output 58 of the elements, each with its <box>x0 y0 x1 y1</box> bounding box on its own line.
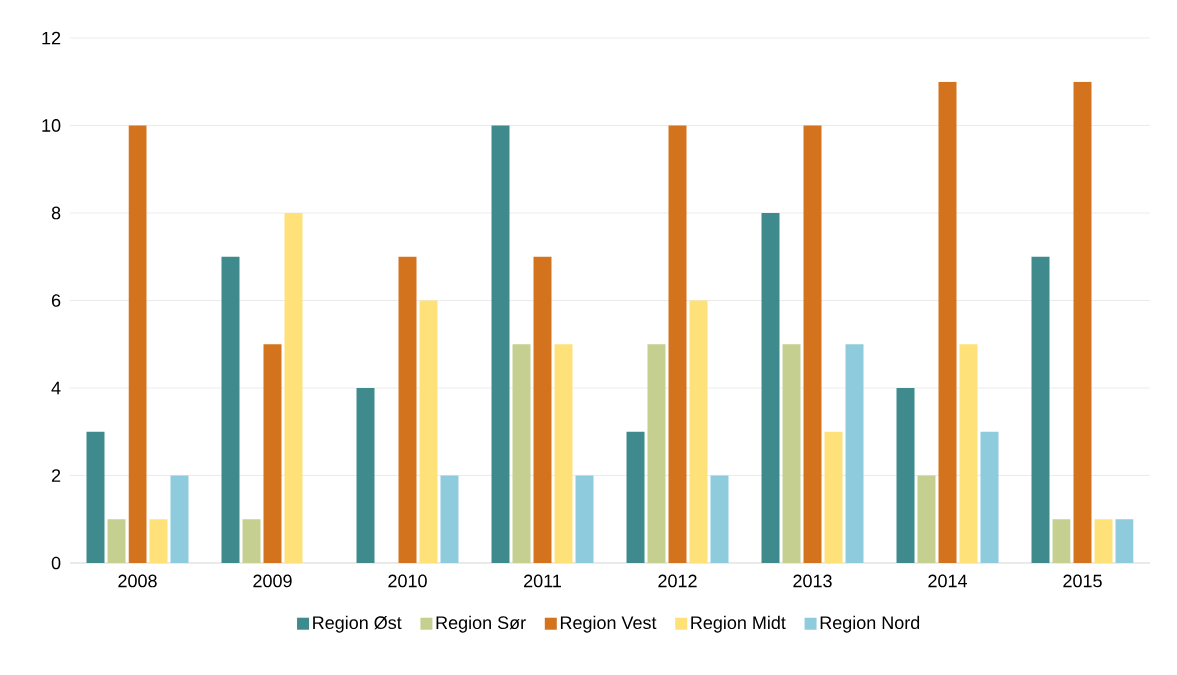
bar <box>491 125 510 563</box>
legend-label: Region Øst <box>313 615 402 633</box>
y-tick-label: 8 <box>51 206 61 220</box>
bar <box>626 431 645 563</box>
x-tick-label: 2009 <box>253 574 292 588</box>
bar <box>782 344 801 563</box>
legend-label: Region Vest <box>560 615 657 633</box>
bar <box>1115 519 1134 563</box>
legend-label: Region Sør <box>436 615 526 633</box>
bar <box>554 344 573 563</box>
bar <box>917 475 936 563</box>
bar <box>419 300 438 563</box>
bar <box>647 344 666 563</box>
y-tick-label: 10 <box>42 119 61 132</box>
x-tick-label: 2015 <box>1063 574 1102 588</box>
bar <box>356 388 375 563</box>
bar <box>803 125 822 563</box>
bar <box>128 125 147 563</box>
bar <box>1031 256 1050 563</box>
y-tick-label: 6 <box>51 294 61 307</box>
y-tick-label: 2 <box>51 469 61 482</box>
y-tick-label: 0 <box>51 556 61 570</box>
bar <box>221 256 240 563</box>
bar <box>959 344 978 563</box>
bar <box>845 344 864 563</box>
legend-label: Region Nord <box>820 615 920 633</box>
bar <box>689 300 708 563</box>
x-tick-label: 2010 <box>388 574 427 588</box>
bar <box>86 431 105 563</box>
bar <box>575 475 594 563</box>
bar <box>668 125 687 563</box>
bar <box>980 431 999 563</box>
x-tick-label: 2011 <box>524 574 561 588</box>
bar <box>170 475 189 563</box>
bar <box>107 519 126 563</box>
bar <box>938 81 957 563</box>
x-tick-label: 2014 <box>928 574 968 588</box>
bar <box>284 212 303 563</box>
x-tick-label: 2013 <box>793 574 832 588</box>
bar <box>710 475 729 563</box>
x-tick-label: 2008 <box>118 574 157 588</box>
bar <box>896 388 915 563</box>
bar <box>533 256 552 563</box>
bar <box>1073 81 1092 563</box>
legend-label: Region Midt <box>691 615 786 633</box>
x-tick-label: 2012 <box>658 574 697 588</box>
bar <box>512 344 531 563</box>
bar <box>761 212 780 563</box>
bar <box>440 475 459 563</box>
bar <box>1094 519 1113 563</box>
bar <box>824 431 843 563</box>
bar <box>398 256 417 563</box>
bar <box>1052 519 1071 563</box>
y-tick-label: 12 <box>42 31 61 45</box>
bar <box>263 344 282 563</box>
y-tick-label: 4 <box>51 381 61 395</box>
bar <box>149 519 168 563</box>
bar <box>242 519 261 563</box>
